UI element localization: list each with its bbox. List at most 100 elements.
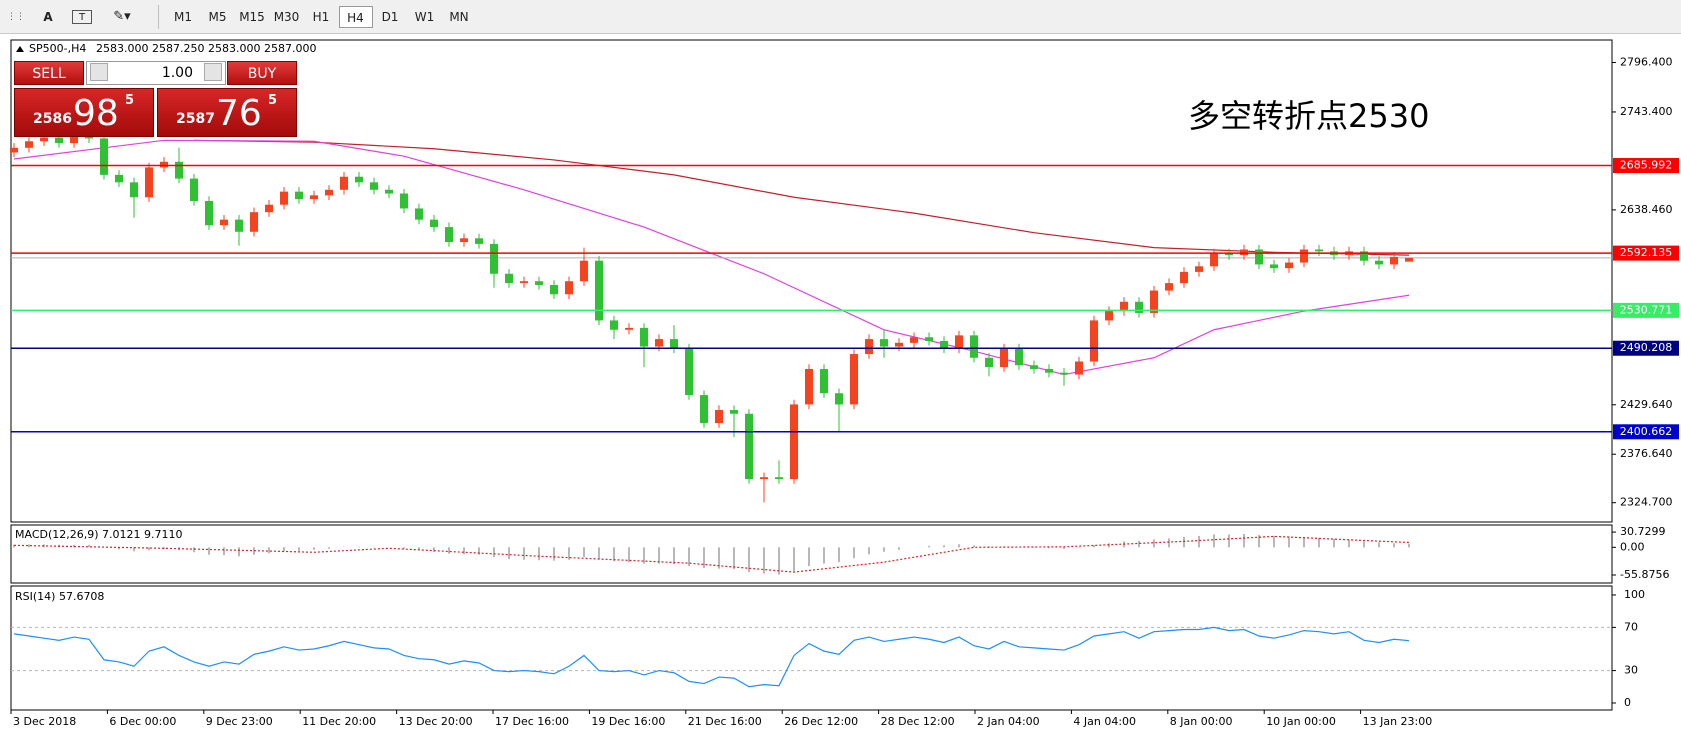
buy-button[interactable]: BUY <box>227 61 297 85</box>
candle-body <box>760 477 768 480</box>
level-label-bg <box>1613 302 1679 318</box>
timeframe-button[interactable]: M1 <box>174 10 192 24</box>
x-tick-label: 17 Dec 16:00 <box>495 715 569 728</box>
candle-body <box>1150 290 1158 313</box>
timeframe-button[interactable]: M30 <box>273 10 300 24</box>
rsi-tick-label: 0 <box>1624 696 1631 709</box>
ask-small: 5 <box>268 93 278 108</box>
sell-button[interactable]: SELL <box>14 61 84 85</box>
candle-body <box>355 176 363 183</box>
ask-main: 76 <box>216 93 262 134</box>
candle-body <box>205 200 213 226</box>
candle-body <box>235 219 243 232</box>
candle-body <box>295 191 303 200</box>
candle-body <box>1285 262 1293 269</box>
candle-body <box>265 204 273 213</box>
timeframe-button[interactable]: H4 <box>338 6 373 28</box>
candle-body <box>520 281 528 284</box>
candle-body <box>160 161 168 168</box>
x-tick-label: 21 Dec 16:00 <box>688 715 762 728</box>
macd-tick-label: -55.8756 <box>1620 568 1669 581</box>
candle-body <box>415 208 423 220</box>
level-label: 2592.135 <box>1620 246 1673 259</box>
candle-body <box>1180 271 1188 284</box>
timeframe-button[interactable]: H1 <box>312 10 330 24</box>
candle-body <box>1015 348 1023 366</box>
candle-body <box>505 273 513 284</box>
x-tick-label: 19 Dec 16:00 <box>591 715 665 728</box>
level-label-bg <box>1613 158 1679 174</box>
timeframe-button[interactable]: D1 <box>381 10 399 24</box>
macd-panel <box>10 524 1613 584</box>
rsi-tick-label: 100 <box>1624 588 1645 601</box>
collapse-icon <box>16 46 24 52</box>
annotation: 多空转折点2530 <box>1188 97 1429 135</box>
candle-body <box>1090 320 1098 362</box>
candle-body <box>805 368 813 405</box>
candle-body <box>880 339 888 347</box>
bid-price[interactable]: 2586 98 5 <box>14 88 154 137</box>
x-tick-label: 11 Dec 20:00 <box>302 715 376 728</box>
timeframe-button[interactable]: M15 <box>239 10 265 24</box>
trade-widget: SELL 1.00 BUY 2586 98 5 2587 76 5 <box>14 61 297 137</box>
candle-body <box>40 137 48 142</box>
y-tick-label: 2796.400 <box>1620 55 1673 68</box>
candle-body <box>55 137 63 144</box>
level-label: 2530.771 <box>1620 303 1673 316</box>
candle-body <box>310 195 318 200</box>
candle-body <box>715 410 723 424</box>
candle-body <box>985 357 993 368</box>
candle-body <box>820 368 828 394</box>
x-tick-label: 6 Dec 00:00 <box>109 715 176 728</box>
candle-body <box>1390 256 1398 265</box>
candle-body <box>595 260 603 321</box>
timeframe-button[interactable]: MN <box>449 10 469 24</box>
candle-body <box>1135 301 1143 313</box>
macd-title: MACD(12,26,9) 7.0121 9.7110 <box>15 528 183 541</box>
x-tick-label: 13 Jan 23:00 <box>1363 715 1433 728</box>
volume-input[interactable]: 1.00 <box>86 61 226 85</box>
candle-body <box>850 354 858 405</box>
ohlc-close: 2587.000 <box>264 42 317 55</box>
candle-body <box>970 335 978 358</box>
candle-body <box>655 339 663 347</box>
candle-body <box>490 243 498 274</box>
y-tick-label: 2638.460 <box>1620 203 1673 216</box>
candle-body <box>25 141 33 148</box>
candle-body <box>865 339 873 355</box>
candle-body <box>130 182 138 198</box>
candle-body <box>790 404 798 480</box>
level-label-bg <box>1613 245 1679 261</box>
level-label-bg <box>1613 340 1679 356</box>
candle-body <box>190 178 198 201</box>
candle-body <box>925 337 933 341</box>
grip-icon[interactable]: ⋮⋮ <box>7 12 25 22</box>
candle-body <box>610 320 618 330</box>
timeframe-button[interactable]: W1 <box>414 10 435 24</box>
rsi-line <box>13 626 1410 688</box>
candle-body <box>100 138 108 175</box>
volume-up[interactable] <box>204 63 222 81</box>
macd-tick-label: 30.7299 <box>1620 525 1666 538</box>
label-tool[interactable]: T <box>72 10 92 24</box>
candle-body <box>1315 249 1323 252</box>
ohlc-high: 2587.250 <box>152 42 205 55</box>
ask-price[interactable]: 2587 76 5 <box>157 88 297 137</box>
candle-body <box>565 281 573 295</box>
shapes-tool[interactable]: ✎▾ <box>113 9 131 24</box>
candle-body <box>1030 365 1038 369</box>
separator <box>158 5 159 29</box>
level-label-bg <box>1613 424 1679 440</box>
candle-body <box>1300 249 1308 263</box>
candle-body <box>895 342 903 347</box>
x-tick-label: 13 Dec 20:00 <box>399 715 473 728</box>
timeframe-button[interactable]: M5 <box>208 10 227 24</box>
text-tool[interactable]: A <box>43 10 53 24</box>
volume-down[interactable] <box>90 63 108 81</box>
ohlc-open: 2583.000 <box>96 42 149 55</box>
candle-body <box>1075 361 1083 375</box>
candle-body <box>10 147 18 153</box>
candle-body <box>1000 348 1008 368</box>
x-tick-label: 10 Jan 00:00 <box>1266 715 1336 728</box>
